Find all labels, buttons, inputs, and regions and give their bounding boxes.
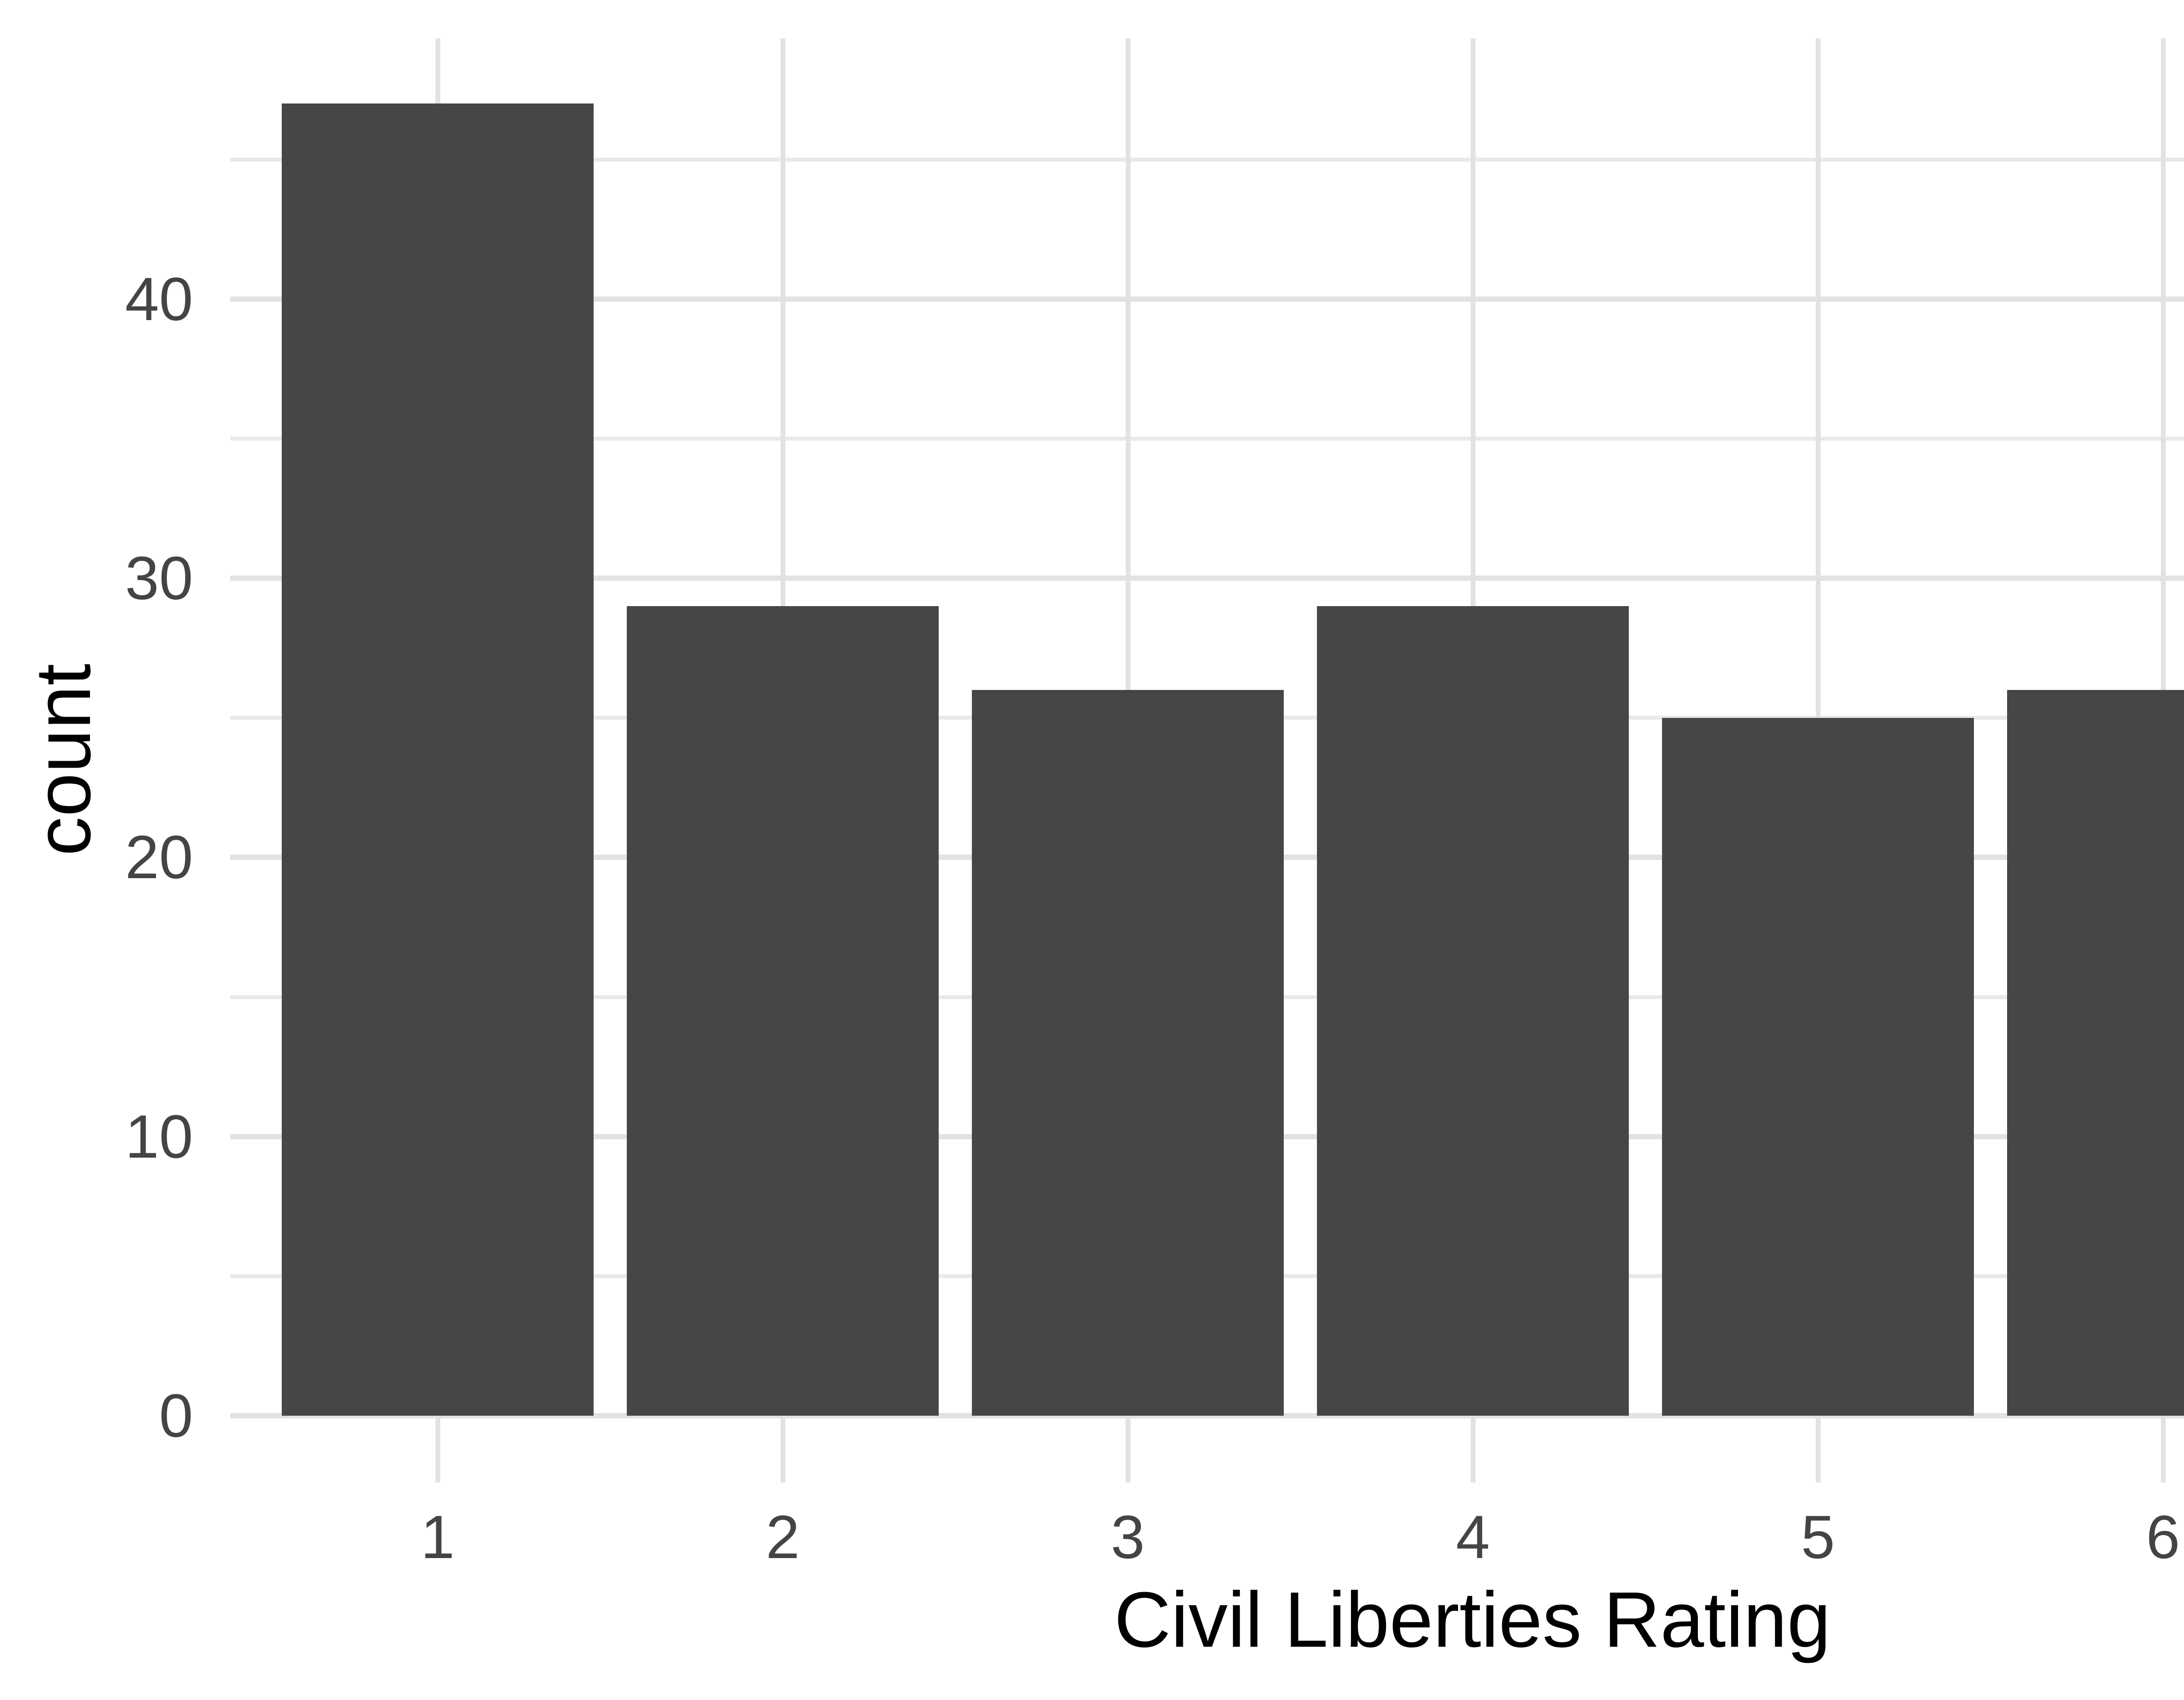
bar-category-2 xyxy=(627,606,939,1416)
gridline-y-major-40 xyxy=(230,296,2184,302)
x-tick-label-6: 6 xyxy=(2146,1503,2180,1571)
x-tick-label-2: 2 xyxy=(766,1503,800,1571)
bar-category-6 xyxy=(2007,690,2184,1416)
bar-category-5 xyxy=(1662,717,1974,1416)
x-tick-label-4: 4 xyxy=(1456,1503,1490,1571)
bar-category-3 xyxy=(972,690,1284,1416)
y-tick-label-30: 30 xyxy=(125,544,193,613)
y-tick-label-10: 10 xyxy=(125,1102,193,1171)
y-tick-label-40: 40 xyxy=(125,264,193,333)
y-tick-label-20: 20 xyxy=(125,823,193,892)
x-tick-label-1: 1 xyxy=(421,1503,455,1571)
plot-panel xyxy=(230,38,2184,1483)
gridline-y-minor-45 xyxy=(230,157,2184,162)
bar-category-1 xyxy=(282,103,594,1416)
y-tick-label-0: 0 xyxy=(159,1381,193,1450)
x-tick-label-5: 5 xyxy=(1801,1503,1835,1571)
gridline-y-minor-35 xyxy=(230,436,2184,441)
gridline-y-major-30 xyxy=(230,576,2184,581)
x-tick-label-3: 3 xyxy=(1111,1503,1145,1571)
bar-category-4 xyxy=(1317,606,1629,1416)
x-axis-title: Civil Liberties Rating xyxy=(1114,1576,1831,1664)
